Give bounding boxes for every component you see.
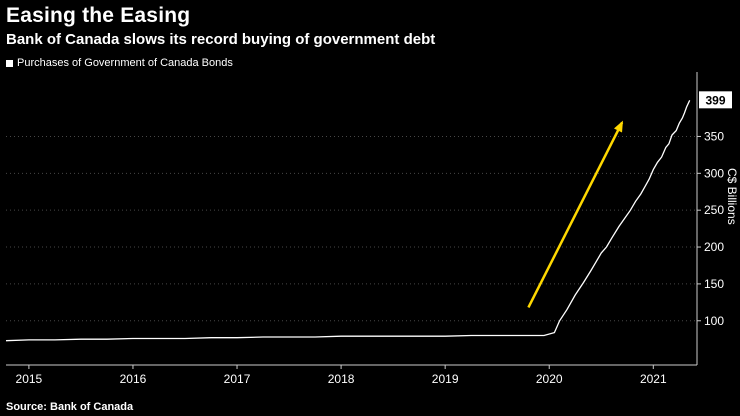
y-tick-label: 200 <box>704 240 724 254</box>
y-axis-title: C$ Billions <box>725 168 739 225</box>
chart-title: Easing the Easing <box>6 4 191 27</box>
x-tick-label: 2017 <box>224 372 251 386</box>
chart-subtitle: Bank of Canada slows its record buying o… <box>6 31 436 48</box>
x-tick-label: 2019 <box>432 372 459 386</box>
y-tick-label: 100 <box>704 314 724 328</box>
y-tick-label: 250 <box>704 203 724 217</box>
x-tick-label: 2020 <box>536 372 563 386</box>
last-value-badge <box>699 91 732 109</box>
legend-label: Purchases of Government of Canada Bonds <box>17 57 233 69</box>
x-tick-label: 2016 <box>120 372 147 386</box>
y-tick-label: 350 <box>704 129 724 143</box>
y-tick-label: 150 <box>704 277 724 291</box>
x-tick-label: 2021 <box>640 372 667 386</box>
last-value-label: 399 <box>705 93 725 107</box>
trend-arrow <box>527 121 624 309</box>
y-tick-label: 300 <box>704 166 724 180</box>
trend-arrow-head <box>613 120 623 133</box>
series-line <box>5 100 691 342</box>
legend: Purchases of Government of Canada Bonds <box>6 57 233 69</box>
x-tick-label: 2015 <box>16 372 43 386</box>
x-tick-label: 2018 <box>328 372 355 386</box>
legend-marker-icon <box>6 59 13 67</box>
source-note: Source: Bank of Canada <box>6 401 134 413</box>
